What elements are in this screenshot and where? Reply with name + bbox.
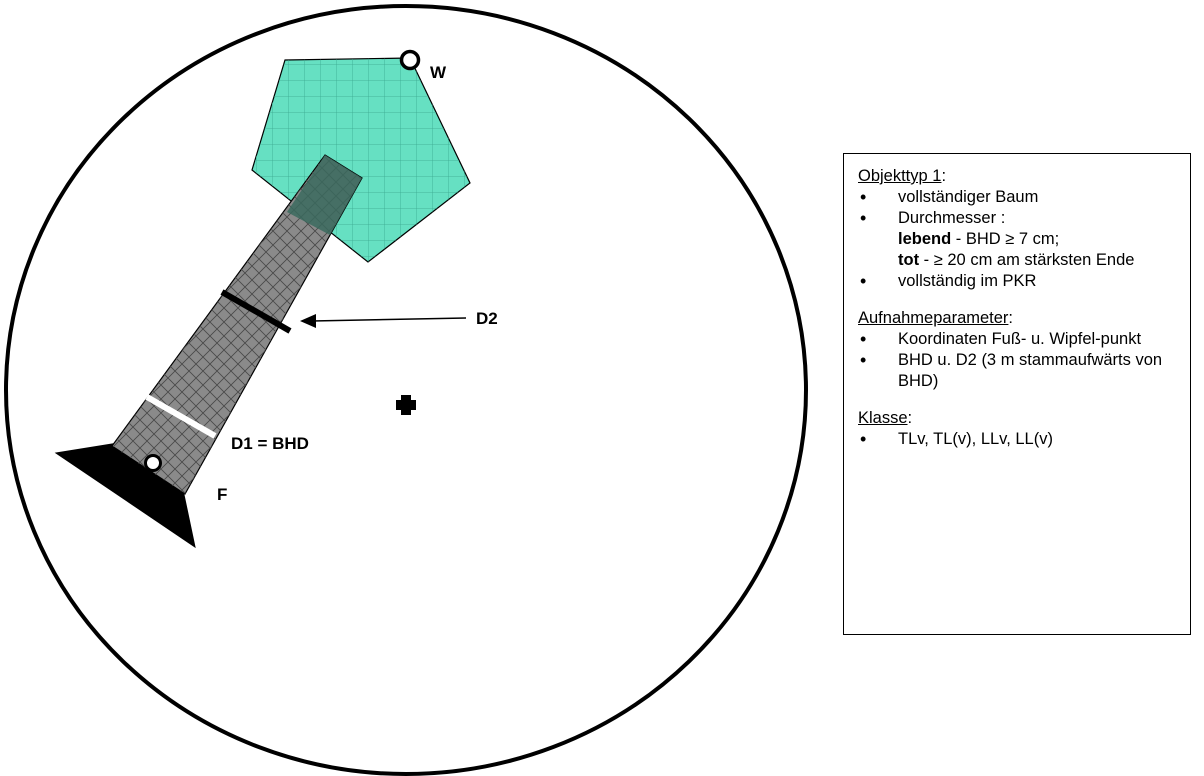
label-w: W: [430, 63, 447, 82]
list-item: vollständig im PKR: [858, 271, 1180, 292]
top-point-marker-icon: [399, 49, 421, 71]
list-item: BHD u. D2 (3 m stammaufwärts von BHD): [858, 350, 1180, 392]
plot-center-cross-icon: [396, 395, 416, 415]
item-text: vollständig im PKR: [898, 272, 1037, 290]
item-text: vollständiger Baum: [898, 188, 1039, 206]
section-title-row: Objekttyp 1:: [858, 166, 1180, 187]
colon: :: [1008, 309, 1014, 327]
foot-point-marker-icon: [144, 454, 162, 472]
d2-measure-line: [220, 289, 292, 334]
item-text: Koordinaten Fuß- u. Wipfel-punkt: [898, 330, 1142, 348]
bold-text: lebend: [898, 230, 952, 248]
sample-plot-circle: [4, 4, 808, 776]
section-title-aufnahme: Aufnahmeparameter: [858, 309, 1009, 327]
label-d1-bhd: D1 = BHD: [231, 434, 309, 453]
item-subline-tot: tot - ≥ 20 cm am stärksten Ende: [898, 250, 1180, 271]
colon: :: [907, 409, 913, 427]
label-d2: D2: [476, 309, 498, 328]
aufnahme-list: Koordinaten Fuß- u. Wipfel-punkt BHD u. …: [858, 329, 1180, 392]
item-text: BHD u. D2 (3 m stammaufwärts von BHD): [898, 351, 1163, 390]
klasse-list: TLv, TL(v), LLv, LL(v): [858, 429, 1180, 450]
objekttyp-list: vollständiger Baum Durchmesser : lebend …: [858, 187, 1180, 292]
section-title-objekttyp: Objekttyp 1: [858, 167, 942, 185]
section-title-row: Klasse:: [858, 408, 1180, 429]
arrow-icon: [300, 314, 316, 328]
section-title-row: Aufnahmeparameter:: [858, 308, 1180, 329]
bold-text: tot: [898, 251, 920, 269]
list-item: vollständiger Baum: [858, 187, 1180, 208]
d1-bhd-measure-line: [145, 394, 217, 439]
item-text: - BHD ≥ 7 cm;: [951, 230, 1060, 248]
item-text: TLv, TL(v), LLv, LL(v): [898, 430, 1053, 448]
list-item: Koordinaten Fuß- u. Wipfel-punkt: [858, 329, 1180, 350]
item-text: - ≥ 20 cm am stärksten Ende: [919, 251, 1135, 269]
item-text: Durchmesser :: [898, 209, 1006, 227]
d2-arrow-shaft: [311, 317, 467, 322]
item-subline-lebend: lebend - BHD ≥ 7 cm;: [898, 229, 1180, 250]
section-objekttyp: Objekttyp 1: vollständiger Baum Durchmes…: [858, 166, 1180, 292]
stem-crown-overlap: [287, 155, 362, 235]
label-f: F: [217, 485, 227, 504]
colon: :: [941, 167, 947, 185]
section-title-klasse: Klasse: [858, 409, 908, 427]
list-item: Durchmesser : lebend - BHD ≥ 7 cm; tot -…: [858, 208, 1180, 271]
section-aufnahmeparameter: Aufnahmeparameter: Koordinaten Fuß- u. W…: [858, 308, 1180, 392]
legend-box: Objekttyp 1: vollständiger Baum Durchmes…: [843, 153, 1191, 635]
tree-stem-hatch: [112, 155, 362, 494]
list-item: TLv, TL(v), LLv, LL(v): [858, 429, 1180, 450]
section-klasse: Klasse: TLv, TL(v), LLv, LL(v): [858, 408, 1180, 450]
